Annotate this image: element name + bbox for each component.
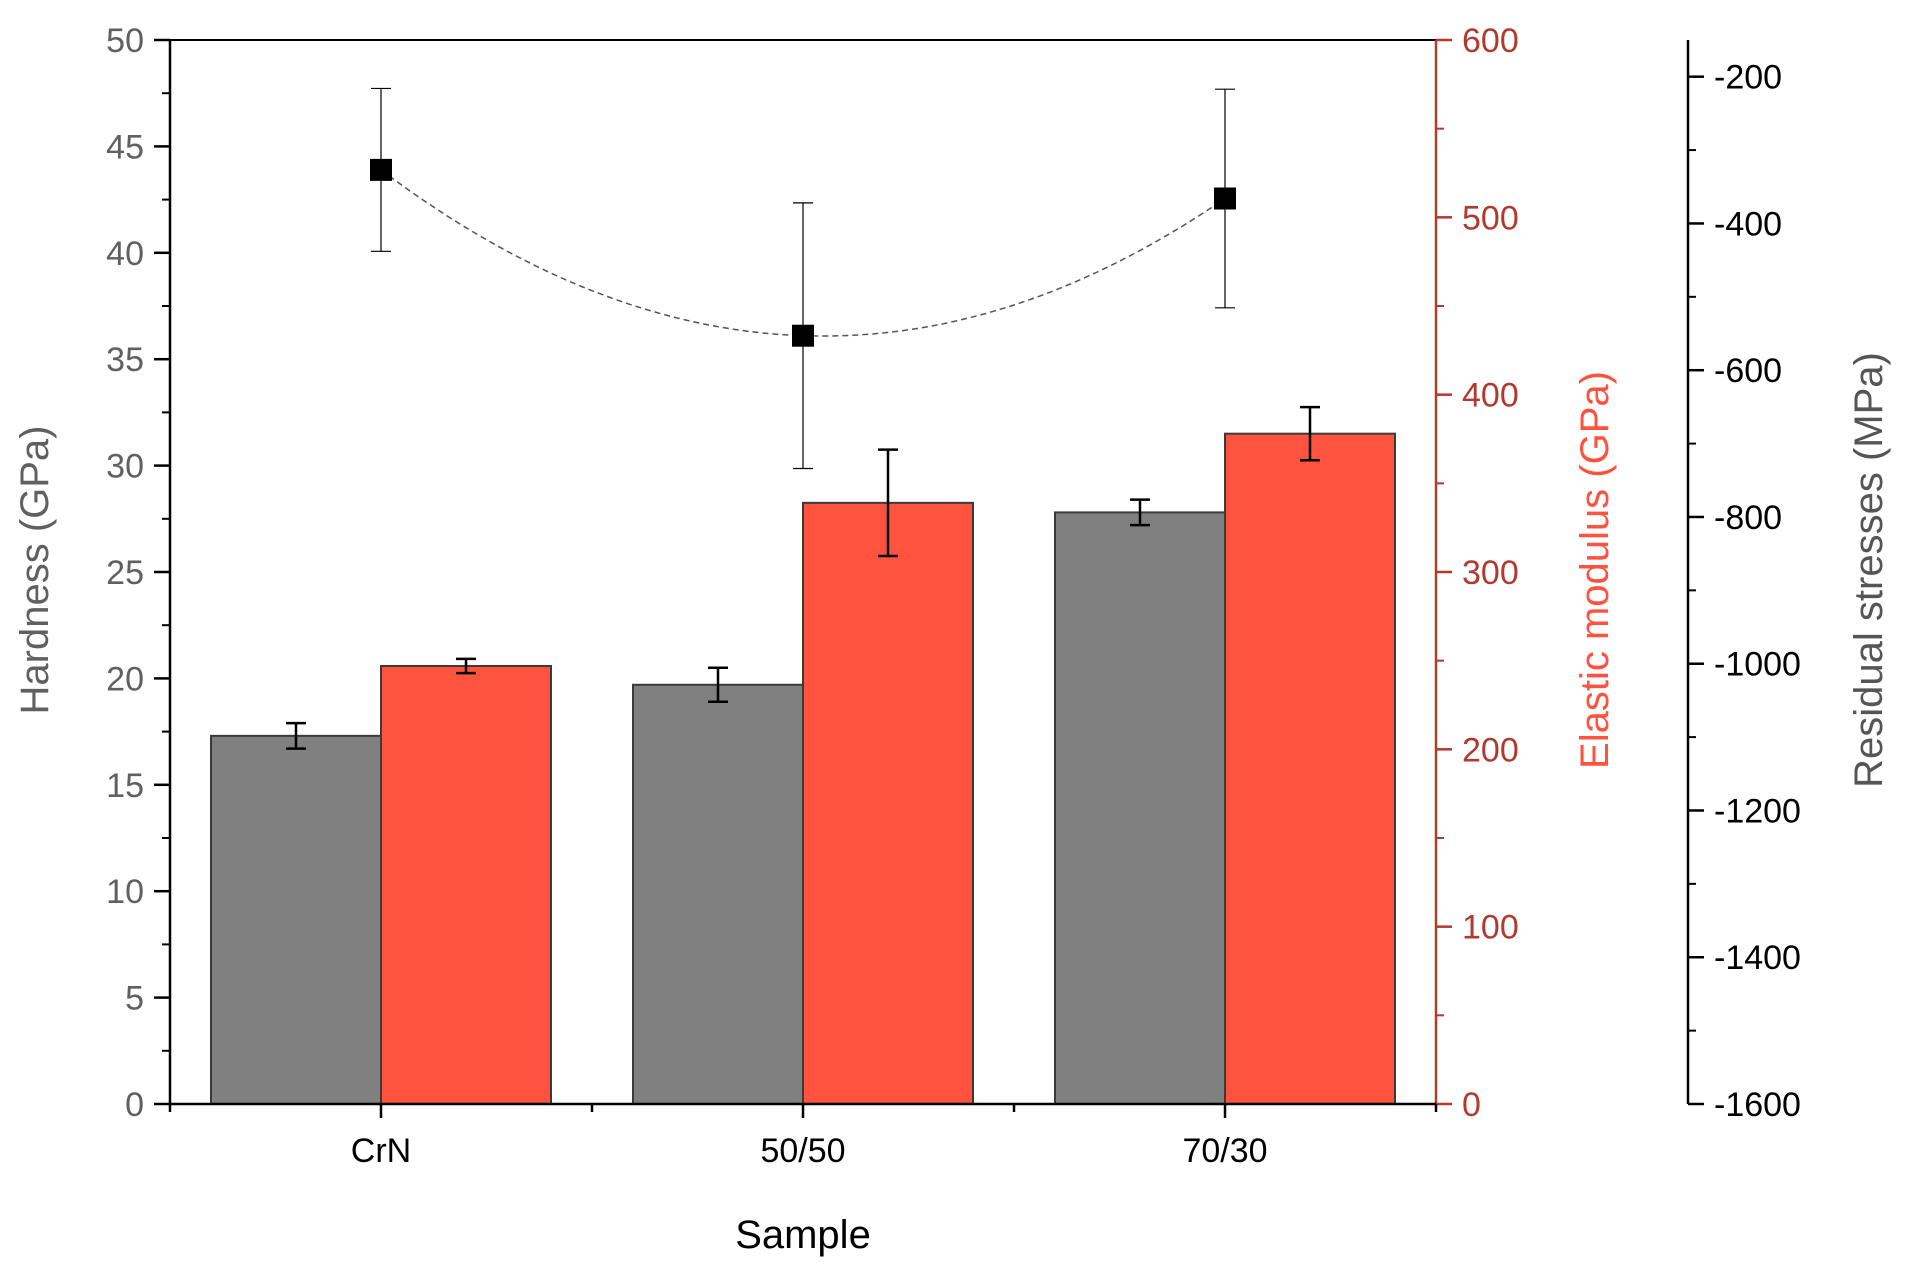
modulus-tick-label: 200: [1462, 731, 1519, 769]
hardness-axis: 0 5 10 15 20 25 30 35 40 45 50: [106, 22, 172, 1124]
x-axis: CrN 50/50 70/30: [168, 1102, 1438, 1170]
hardness-tick-label: 35: [106, 341, 144, 379]
stress-axis-title: Residual stresses (MPa): [1847, 352, 1891, 788]
hardness-tick-label: 0: [125, 1086, 144, 1124]
hardness-bars: [210, 498, 1226, 1106]
hardness-bar-70/30: [1054, 511, 1226, 1105]
stress-tick-label: -1000: [1714, 646, 1801, 684]
stress-point-CrN: [370, 158, 392, 181]
hardness-tick-label: 50: [106, 22, 144, 60]
stress-points: [370, 87, 1236, 470]
modulus-tick-label: 300: [1462, 554, 1519, 592]
modulus-bars: [380, 405, 1396, 1106]
hardness-tick-label: 45: [106, 128, 144, 166]
modulus-tick-label: 0: [1462, 1086, 1481, 1124]
stress-tick-label: -400: [1714, 205, 1782, 243]
modulus-bar-70/30: [1224, 432, 1396, 1105]
stress-tick-label: -1200: [1714, 792, 1801, 830]
stress-tick-label: -200: [1714, 59, 1782, 97]
x-tick-label: CrN: [351, 1132, 411, 1170]
hardness-tick-label: 20: [106, 660, 144, 698]
hardness-axis-title: Hardness (GPa): [13, 426, 57, 715]
hardness-tick-label: 15: [106, 767, 144, 805]
hardness-tick-label: 5: [125, 980, 144, 1018]
hardness-tick-label: 30: [106, 448, 144, 486]
x-tick-label: 70/30: [1182, 1132, 1267, 1170]
modulus-axis-title: Elastic modulus (GPa): [1573, 371, 1617, 769]
hardness-tick-label: 25: [106, 554, 144, 592]
hardness-bar-CrN: [210, 734, 382, 1106]
stress-tick-label: -1600: [1714, 1086, 1801, 1124]
hardness-tick-label: 40: [106, 235, 144, 273]
modulus-tick-label: 500: [1462, 199, 1519, 237]
x-axis-title: Sample: [735, 1213, 871, 1257]
stress-tick-label: -1400: [1714, 939, 1801, 977]
hardness-bar-50/50: [632, 683, 804, 1105]
hardness-tick-label: 10: [106, 873, 144, 911]
stress-point-70/30: [1214, 187, 1236, 210]
modulus-axis: 0 100 200 300 400 500 600: [1434, 22, 1519, 1124]
x-tick-label: 50/50: [760, 1132, 845, 1170]
stress-axis: -1600 -1400 -1200 -1000 -800 -600 -400 -200: [1686, 40, 1801, 1124]
stress-point-50/50: [792, 324, 814, 347]
stress-tick-label: -800: [1714, 499, 1782, 537]
modulus-tick-label: 100: [1462, 909, 1519, 947]
stress-tick-label: -600: [1714, 352, 1782, 390]
modulus-bar-50/50: [802, 501, 974, 1105]
modulus-tick-label: 400: [1462, 377, 1519, 415]
modulus-tick-label: 600: [1462, 22, 1519, 60]
modulus-bar-CrN: [380, 664, 552, 1106]
